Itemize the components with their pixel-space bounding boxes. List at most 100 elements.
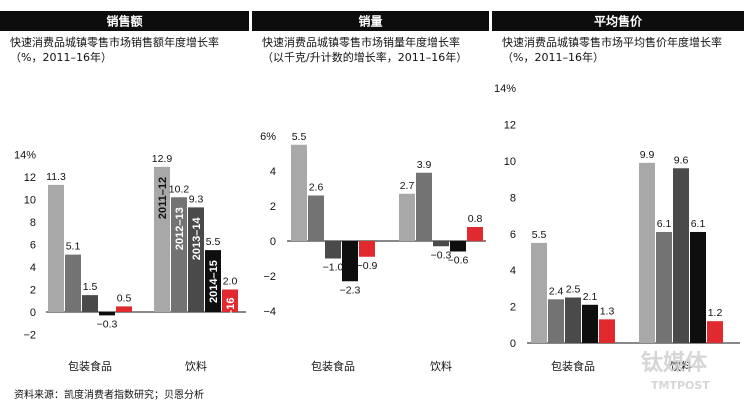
watermark-brand-en: TMTPOST [651, 379, 710, 392]
category-label: 饮料 [670, 359, 692, 373]
y-tick-label: 10 [24, 195, 36, 207]
y-tick-label: 6 [30, 240, 36, 252]
data-label: −2.3 [340, 284, 361, 296]
y-tick-label: 2 [510, 302, 516, 314]
bar [291, 144, 307, 241]
y-tick-label: −2 [263, 271, 276, 283]
legend-series-label: 2014–15 [208, 260, 220, 303]
legend-series-label: 2012–13 [174, 207, 186, 250]
data-label: 5.5 [532, 229, 547, 241]
data-label: 2.4 [549, 285, 564, 297]
bar [154, 166, 170, 312]
data-label: −0.6 [448, 255, 469, 267]
panel-subtitle: 快速消费品城镇零售市场平均售价年度增长率 [502, 35, 722, 49]
y-tick-label: 0 [30, 307, 36, 319]
panel-header-bar [492, 11, 744, 31]
data-label: 1.2 [708, 307, 723, 319]
data-label: 1.3 [600, 305, 615, 317]
data-label: −0.3 [431, 249, 452, 261]
category-label: 包装食品 [551, 359, 595, 373]
data-label: 5.1 [66, 241, 81, 253]
y-tick-label: 4 [510, 265, 516, 277]
bar [450, 241, 466, 252]
bar [433, 241, 449, 247]
data-label: 2.5 [566, 284, 581, 296]
data-label: −1.0 [323, 262, 344, 274]
data-label: 2.1 [583, 291, 598, 303]
panel-subtitle-unit: （%，2011–16年） [502, 50, 604, 64]
bar [467, 227, 483, 241]
panel-header-title: 销量 [358, 14, 382, 29]
y-tick-label: 6 [510, 229, 516, 241]
chart-panel-2: 销量快速消费品城镇零售市场销量年度增长率（以千克/升计数的增长率，2011–16… [252, 11, 489, 373]
y-tick-label: 12 [504, 120, 516, 132]
data-label: −0.9 [357, 260, 378, 272]
bar [548, 299, 564, 343]
data-label: 2.6 [309, 182, 324, 194]
category-label: 包装食品 [68, 359, 112, 373]
y-tick-label: 8 [510, 192, 516, 204]
source-note: 资料来源：凯度消费者指数研究；贝恩分析 [14, 388, 204, 401]
y-tick-label: 4 [30, 262, 36, 274]
bar [171, 197, 187, 312]
data-label: 0.8 [468, 213, 483, 225]
y-tick-label: 0 [510, 338, 516, 350]
bar [673, 168, 689, 343]
y-tick-label: 12 [24, 172, 36, 184]
bar [205, 250, 221, 312]
y-tick-label: −4 [263, 306, 276, 318]
y-tick-label: −2 [23, 330, 36, 342]
bar [599, 319, 615, 343]
bar [656, 231, 672, 343]
data-label: 0.5 [117, 292, 132, 304]
y-tick-label: 14% [494, 83, 516, 95]
legend-series-label: 15–16 [225, 298, 237, 329]
y-tick-label: 0 [270, 236, 276, 248]
panel-header-title: 销售额 [106, 14, 142, 29]
data-label: 1.5 [83, 281, 98, 293]
watermark-brand: 钛媒体 [641, 350, 708, 376]
bar [531, 242, 547, 343]
category-label: 饮料 [430, 359, 452, 373]
bar [707, 321, 723, 343]
bar [565, 297, 581, 343]
y-tick-label: 2 [30, 285, 36, 297]
category-label: 包装食品 [311, 359, 355, 373]
bar [416, 172, 432, 241]
bar [325, 241, 341, 259]
data-label: 5.5 [206, 236, 221, 248]
bar [639, 162, 655, 343]
data-label: 9.9 [640, 149, 655, 161]
panel-header-bar [0, 11, 249, 31]
data-label: 2.7 [400, 180, 415, 192]
panel-subtitle: 快速消费品城镇零售市场销量年度增长率 [262, 35, 460, 49]
data-label: 12.9 [152, 153, 173, 165]
bar [116, 306, 132, 312]
bar [222, 289, 238, 312]
panel-header-title: 平均售价 [594, 14, 643, 29]
data-label: 9.6 [674, 154, 689, 166]
bar [188, 207, 204, 312]
y-tick-label: 6% [260, 131, 276, 143]
data-label: 9.3 [189, 193, 204, 205]
y-tick-label: 4 [270, 166, 276, 178]
data-label: 10.2 [169, 183, 190, 195]
legend-series-label: 2013–14 [191, 216, 203, 260]
y-tick-label: 2 [270, 201, 276, 213]
bar [48, 184, 64, 312]
category-label: 饮料 [185, 359, 207, 373]
y-tick-label: 8 [30, 217, 36, 229]
data-label: 3.9 [417, 159, 432, 171]
bar [359, 241, 375, 257]
chart-panels: 销售额快速消费品城镇零售市场销售额年度增长率（%，2011–16年）−20246… [0, 11, 744, 373]
data-label: 2.0 [223, 276, 238, 288]
data-label: 6.1 [657, 218, 672, 230]
bar [65, 254, 81, 312]
data-label: 5.5 [292, 131, 307, 143]
bar [342, 241, 358, 282]
data-label: −0.3 [97, 318, 118, 330]
bar [399, 193, 415, 241]
